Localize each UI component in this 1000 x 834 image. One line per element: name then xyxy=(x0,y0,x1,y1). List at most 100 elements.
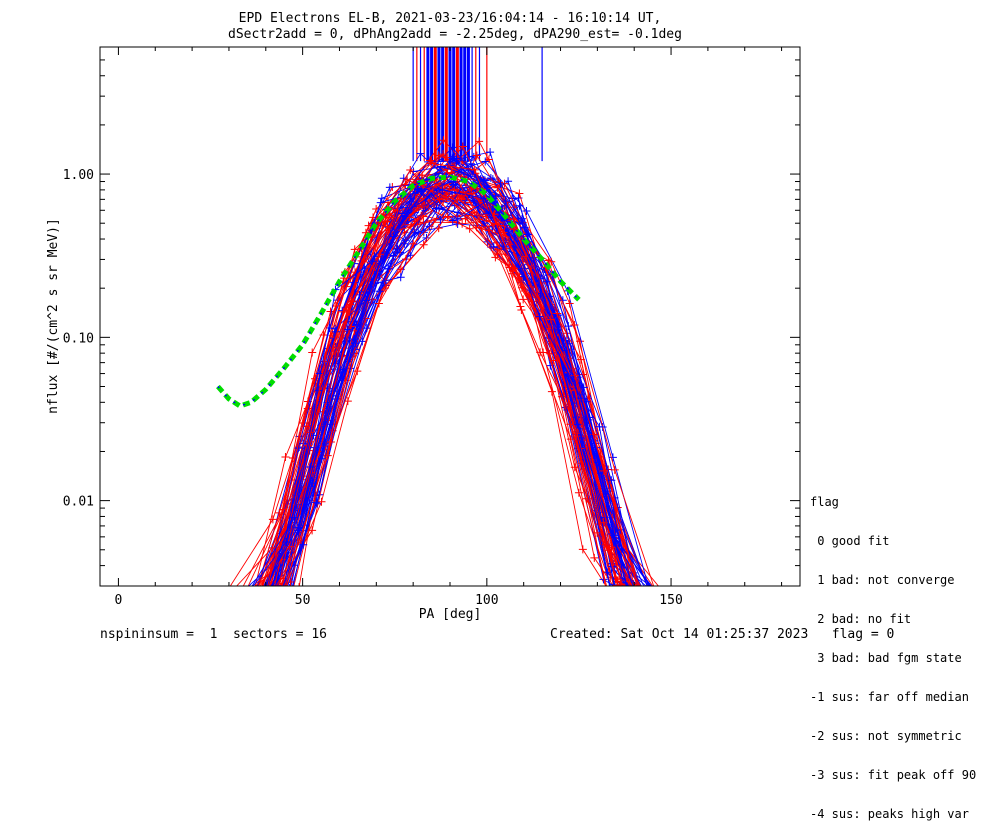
data-point-marker xyxy=(277,595,285,603)
data-point-marker xyxy=(707,595,715,603)
data-point-marker xyxy=(208,595,216,603)
data-point-marker xyxy=(708,595,716,603)
data-point-marker xyxy=(172,595,180,603)
data-point-marker xyxy=(256,595,264,603)
data-point-marker xyxy=(264,595,272,603)
data-point-marker xyxy=(257,595,265,603)
data-point-marker xyxy=(633,595,641,603)
data-point-marker xyxy=(254,595,262,603)
data-point-marker xyxy=(209,595,217,603)
data-point-marker xyxy=(311,498,320,507)
data-point-marker xyxy=(194,595,202,603)
data-point-marker xyxy=(312,499,321,508)
data-point-marker xyxy=(192,595,200,603)
data-point-marker xyxy=(632,595,640,603)
data-point-marker xyxy=(403,175,412,184)
data-point-marker xyxy=(271,595,279,603)
data-point-marker xyxy=(233,595,241,603)
data-point-marker xyxy=(232,595,240,603)
data-point-marker xyxy=(519,295,528,304)
data-point-marker xyxy=(196,595,204,603)
data-point-marker xyxy=(221,595,229,603)
data-point-marker xyxy=(265,595,273,603)
data-point-marker xyxy=(689,595,697,603)
data-point-marker xyxy=(595,422,604,431)
data-point-marker xyxy=(317,454,326,463)
data-point-marker xyxy=(257,595,265,603)
data-point-marker xyxy=(362,296,371,305)
data-point-marker xyxy=(180,595,188,603)
data-point-marker xyxy=(222,595,230,603)
data-point-marker xyxy=(260,595,268,603)
data-point-marker xyxy=(637,595,645,603)
data-point-marker xyxy=(194,595,202,603)
pitch-angle-trace xyxy=(277,186,632,586)
data-point-marker xyxy=(699,595,707,603)
data-point-marker xyxy=(216,595,224,603)
pitch-angle-trace xyxy=(270,196,635,586)
data-point-marker xyxy=(703,595,711,603)
data-point-marker xyxy=(224,595,232,603)
data-point-marker xyxy=(642,595,650,603)
data-point-marker xyxy=(262,595,270,603)
data-point-marker xyxy=(176,595,184,603)
data-point-marker xyxy=(716,595,724,603)
data-point-marker xyxy=(188,595,196,603)
data-point-marker xyxy=(640,595,648,603)
data-point-marker xyxy=(641,595,649,603)
data-point-marker xyxy=(510,264,519,273)
legend-item: 0 good fit xyxy=(810,534,890,548)
data-point-marker xyxy=(566,420,575,429)
data-point-marker xyxy=(231,595,239,603)
data-point-marker xyxy=(266,595,274,603)
data-point-marker xyxy=(432,204,441,213)
data-point-marker xyxy=(427,159,436,168)
data-point-marker xyxy=(625,595,633,603)
data-point-marker xyxy=(200,595,208,603)
data-point-marker xyxy=(636,595,644,603)
data-point-marker xyxy=(248,595,256,603)
data-point-marker xyxy=(632,595,640,603)
data-point-marker xyxy=(225,595,233,603)
data-point-marker xyxy=(570,320,579,329)
data-point-marker xyxy=(276,595,284,603)
pitch-angle-trace xyxy=(266,146,610,586)
data-point-marker xyxy=(641,595,649,603)
data-point-marker xyxy=(536,348,545,357)
data-layer xyxy=(172,47,727,603)
data-point-marker xyxy=(255,595,263,603)
data-point-marker xyxy=(273,595,281,603)
data-point-marker xyxy=(178,595,186,603)
axes-layer: 0 50 100 150 0.01 0.10 1.00 xyxy=(63,46,800,608)
fit-curve-overlay xyxy=(217,176,580,407)
pitch-angle-chart: 0 50 100 150 0.01 0.10 1.00 EPD Electrons EL-B… xyxy=(46,11,801,622)
data-point-marker xyxy=(259,595,267,603)
data-point-marker xyxy=(496,179,505,188)
data-point-marker xyxy=(461,214,470,223)
data-point-marker xyxy=(645,595,653,603)
data-point-marker xyxy=(256,595,264,603)
data-point-marker xyxy=(719,595,727,603)
data-point-marker xyxy=(190,595,198,603)
data-point-marker xyxy=(202,595,210,603)
data-point-marker xyxy=(224,595,232,603)
data-point-marker xyxy=(475,215,484,224)
data-point-marker xyxy=(442,192,451,201)
data-point-marker xyxy=(184,595,192,603)
data-point-marker xyxy=(246,595,254,603)
data-point-marker xyxy=(715,595,723,603)
y-axis-label: nflux [#/(cm^2 s sr MeV)] xyxy=(46,218,61,414)
data-point-marker xyxy=(206,595,214,603)
data-point-marker xyxy=(633,595,641,603)
data-point-marker xyxy=(264,595,272,603)
data-point-marker xyxy=(262,595,270,603)
data-point-marker xyxy=(180,595,188,603)
data-point-marker xyxy=(330,387,339,396)
data-point-marker xyxy=(491,191,500,200)
data-point-marker xyxy=(649,595,657,603)
data-point-marker xyxy=(254,595,262,603)
data-point-marker xyxy=(376,250,385,259)
data-point-marker xyxy=(262,595,270,603)
data-point-marker xyxy=(265,595,273,603)
data-point-marker xyxy=(687,595,695,603)
